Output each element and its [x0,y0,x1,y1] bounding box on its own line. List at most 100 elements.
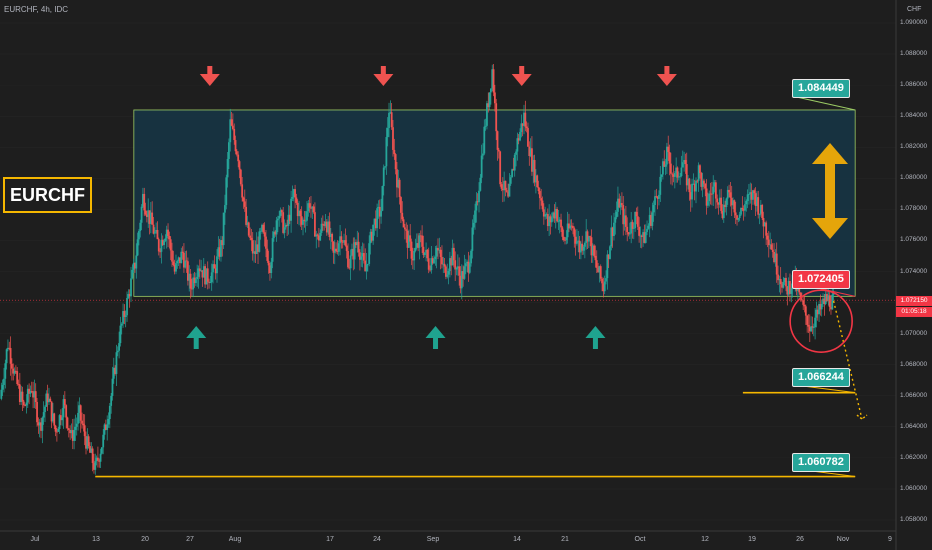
candle-body [382,167,385,187]
candle-body [11,363,13,369]
candle-body [118,343,120,351]
candle-body [364,260,367,272]
candle-body [807,324,810,327]
candle-body [361,253,364,257]
candle-body [769,244,772,246]
candle-body [639,235,642,237]
candle-body [491,69,494,89]
candle-body [540,198,543,201]
y-tick-label: 1.070000 [900,329,928,337]
candle-body [804,306,807,316]
candle-body [729,192,732,198]
candle-body [531,148,533,172]
candle-body [321,223,324,225]
candle-body [87,436,90,447]
candle-body [614,217,617,223]
candle-body [261,224,263,232]
candle-body [152,224,155,234]
candle-body [442,263,445,265]
candle-body [799,292,802,300]
candle-body [758,213,761,215]
candle-body [669,163,672,174]
arrow-head [186,326,207,338]
candle-body [5,349,8,364]
candle-body [28,388,31,394]
candle-body [111,378,114,396]
candle-body [437,247,439,251]
candle-body [631,221,634,229]
candle-body [737,218,740,220]
candle-body [188,273,191,281]
candle-body [720,197,723,211]
candle-body [679,176,682,177]
candle-body [396,169,398,188]
candle-body [480,155,483,178]
arrow-head [425,326,446,338]
candle-body [725,198,728,208]
y-tick-label: 1.068000 [900,360,928,368]
candle-body [344,240,347,246]
candle-body [235,151,238,155]
candle-body [713,182,716,187]
candle-body [534,175,537,183]
candle-body [42,412,45,418]
candle-body [85,436,87,449]
candle-body [380,210,382,217]
candle-body [699,165,701,173]
candle-body [466,261,468,264]
candle-body [206,268,209,282]
candle-body [771,249,774,252]
candle-body [249,235,251,238]
up-arrow-icon [425,326,446,349]
candle-body [185,260,188,262]
candle-body [470,250,472,264]
candle-body [505,190,508,192]
candle-body [740,208,742,215]
candle-body [69,429,72,434]
candle-body [265,236,267,249]
candle-body [474,210,476,223]
arrow-shaft [193,336,199,349]
candle-body [490,88,492,93]
candle-body [789,280,791,294]
candle-body [205,268,208,285]
candle-body [549,216,552,223]
candle-body [233,128,236,141]
candle-body [557,221,560,223]
candle-body [258,231,261,252]
candle-body [153,231,156,234]
candle-body [430,258,433,271]
y-tick-label: 1.064000 [900,422,928,430]
candle-body [218,247,221,257]
up-arrow-icon [585,326,606,349]
candle-body [583,242,586,247]
candle-body [647,225,650,229]
candle-body [471,227,474,251]
candle-body [300,216,303,225]
candle-body [201,270,204,278]
candle-body [503,180,506,191]
candle-body [107,419,110,425]
candle-body [295,197,298,203]
candle-body [184,260,187,268]
candle-body [655,196,658,198]
candle-body [483,126,486,154]
candle-body [217,247,220,257]
arrow-shaft [380,66,386,79]
candle-body [168,236,171,240]
candle-body [545,214,548,215]
candle-body [196,276,199,280]
candle-body [192,277,195,290]
candle-body [609,246,611,259]
y-tick-label: 1.060000 [900,484,928,492]
candle-body [7,347,9,350]
candle-body [14,370,17,372]
candle-body [528,146,531,157]
candle-body [77,412,79,424]
candle-body [237,154,240,162]
candle-body [525,126,528,129]
candle-body [71,430,74,441]
candle-body [656,196,659,199]
candle-body [278,215,281,219]
